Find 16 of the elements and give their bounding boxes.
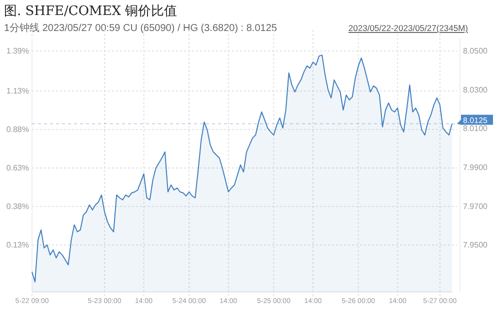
y2-tick-label: 8.0300 <box>463 85 488 94</box>
text: 2023/05/22-2023/05/27(2345M) <box>348 23 468 33</box>
y-tick-label: 0.13% <box>6 240 29 250</box>
chart-title: 图. SHFE/COMEX 铜价比值 <box>4 4 178 19</box>
y2-tick-label: 7.9500 <box>463 240 488 250</box>
y2-tick-label: 7.9700 <box>463 202 488 211</box>
y2-tick-label: 7.9900 <box>463 162 488 172</box>
y-tick-label: 1.13% <box>6 86 29 96</box>
y2-tick-label: 8.0500 <box>463 46 488 56</box>
y-tick-label: 0.88% <box>6 125 29 134</box>
chart-subtitle: 1分钟线 2023/05/27 00:59 CU (65090) / HG (3.6820) : 8.0125 <box>4 22 278 34</box>
y-tick-label: 0.38% <box>6 202 29 212</box>
ref-line-label: 8.0125 <box>463 116 488 125</box>
y2-tick-label: 8.0100 <box>463 124 488 134</box>
y-tick-label: 1.39% <box>6 46 29 56</box>
y-tick-label: 0.63% <box>6 164 29 173</box>
